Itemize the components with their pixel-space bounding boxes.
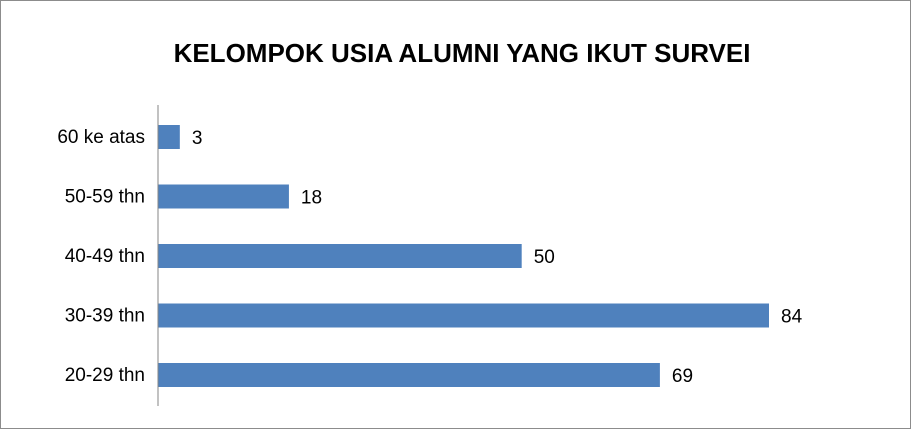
y-tick-label: 20-29 thn (65, 365, 145, 386)
value-label: 69 (672, 366, 693, 387)
value-label: 18 (301, 188, 322, 209)
y-tick-label: 30-39 thn (65, 306, 145, 327)
chart-title: KELOMPOK USIA ALUMNI YANG IKUT SURVEI (174, 38, 751, 68)
y-tick-label: 40-49 thn (65, 246, 145, 267)
value-label: 3 (192, 128, 203, 149)
value-label: 50 (534, 247, 555, 268)
value-label: 84 (781, 307, 803, 328)
y-tick-label: 60 ke atas (57, 127, 145, 148)
bar (158, 303, 769, 328)
bar (158, 363, 660, 387)
bar (158, 244, 522, 268)
y-tick-label: 50-59 thn (65, 187, 145, 208)
bar (158, 125, 180, 149)
bar (158, 184, 289, 209)
